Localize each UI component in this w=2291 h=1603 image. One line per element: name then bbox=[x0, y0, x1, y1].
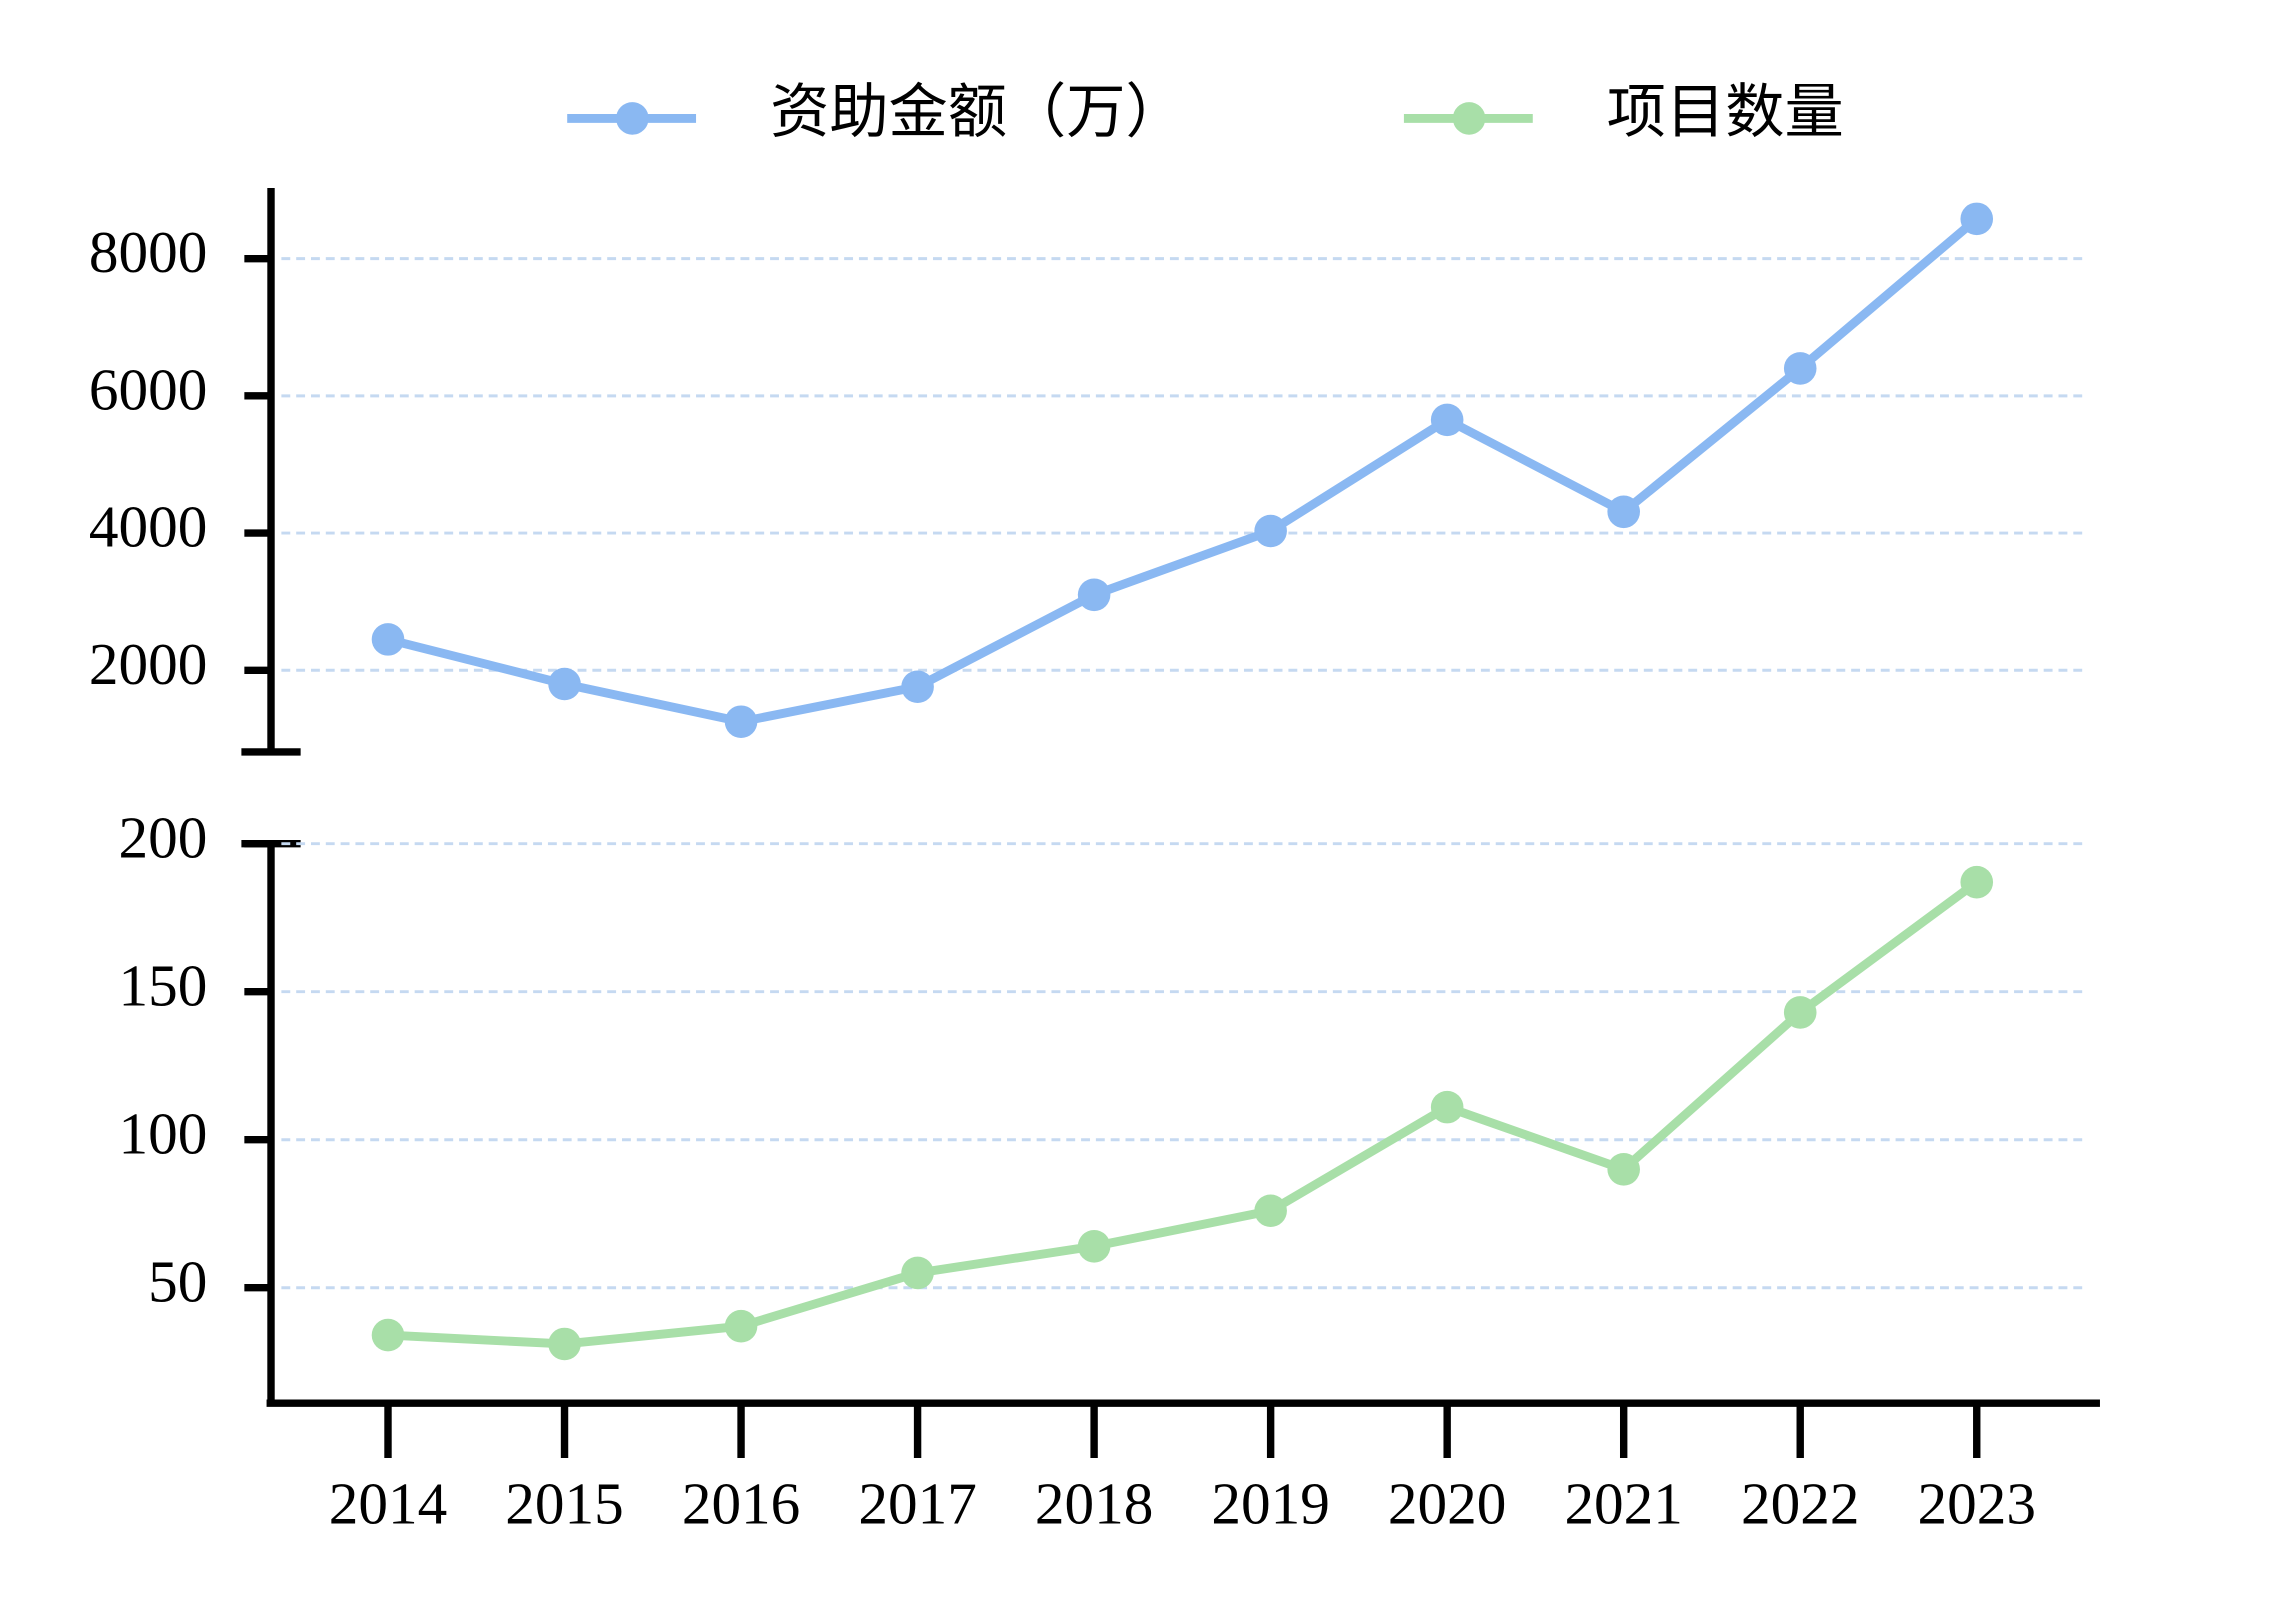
x-tick-label: 2022 bbox=[1741, 1470, 1859, 1536]
data-point bbox=[1607, 495, 1640, 529]
data-point bbox=[1077, 578, 1111, 612]
data-point bbox=[724, 705, 758, 739]
data-point bbox=[371, 623, 405, 656]
x-tick-label: 2021 bbox=[1564, 1470, 1682, 1536]
series-line bbox=[387, 878, 1980, 1349]
data-point bbox=[371, 1318, 405, 1352]
legend-label: 项目数量 bbox=[1607, 79, 1844, 145]
data-point bbox=[901, 670, 934, 704]
data-point bbox=[1254, 514, 1287, 548]
y-tick-label: 4000 bbox=[89, 494, 207, 560]
y-tick-label: 200 bbox=[118, 804, 207, 870]
y-tick-label: 150 bbox=[118, 952, 207, 1018]
x-tick-label: 2014 bbox=[329, 1470, 447, 1536]
x-tick-label: 2017 bbox=[858, 1470, 976, 1536]
data-point bbox=[1607, 1153, 1640, 1186]
series-line bbox=[386, 215, 1980, 727]
legend-marker bbox=[1452, 102, 1486, 135]
data-point bbox=[1077, 1230, 1111, 1263]
x-tick-label: 2020 bbox=[1388, 1470, 1506, 1536]
data-point bbox=[901, 1256, 934, 1290]
legend-label: 资助金额（万） bbox=[770, 79, 1185, 145]
y-tick-label: 6000 bbox=[89, 356, 207, 422]
data-point bbox=[1960, 865, 1994, 899]
x-tick-label: 2016 bbox=[682, 1470, 800, 1536]
data-point bbox=[1783, 352, 1817, 385]
y-tick-label: 100 bbox=[118, 1100, 207, 1166]
data-point bbox=[1254, 1194, 1287, 1228]
x-tick-label: 2015 bbox=[505, 1470, 623, 1536]
data-point bbox=[1783, 996, 1817, 1029]
data-point bbox=[548, 667, 581, 701]
x-tick-label: 2023 bbox=[1918, 1470, 2036, 1536]
y-tick-label: 50 bbox=[148, 1248, 207, 1314]
data-point bbox=[724, 1309, 758, 1343]
data-point bbox=[1430, 403, 1464, 437]
legend-marker bbox=[616, 102, 649, 135]
y-tick-label: 2000 bbox=[89, 631, 207, 697]
x-tick-label: 2019 bbox=[1211, 1470, 1329, 1536]
data-point bbox=[1430, 1090, 1464, 1124]
data-point bbox=[548, 1327, 581, 1361]
x-tick-label: 2018 bbox=[1035, 1470, 1153, 1536]
data-point bbox=[1960, 202, 1994, 236]
y-tick-label: 8000 bbox=[89, 219, 207, 285]
